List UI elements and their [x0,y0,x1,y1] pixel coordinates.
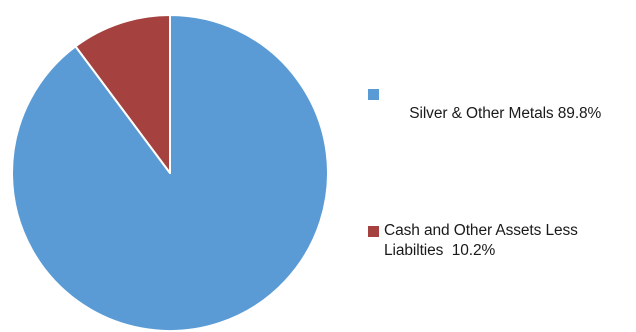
legend-label-cash: Cash and Other Assets Less Liabilties 10… [384,221,578,261]
legend-item-cash: Cash and Other Assets Less Liabilties 10… [368,221,578,261]
legend-swatch-cash [368,226,379,237]
legend-label-silver-line-1: Silver & Other Metals 89.8% [409,105,602,122]
legend-item-silver: Silver & Other Metals 89.8% [368,84,601,144]
pie-chart [11,14,329,332]
legend-label-cash-line-1: Cash and Other Assets Less [384,222,578,239]
legend-label-silver: Silver & Other Metals 89.8% [384,84,601,144]
legend-label-cash-line-2: Liabilties 10.2% [384,242,496,259]
legend-swatch-silver [368,89,379,100]
pie-slice-cash [74,14,171,174]
